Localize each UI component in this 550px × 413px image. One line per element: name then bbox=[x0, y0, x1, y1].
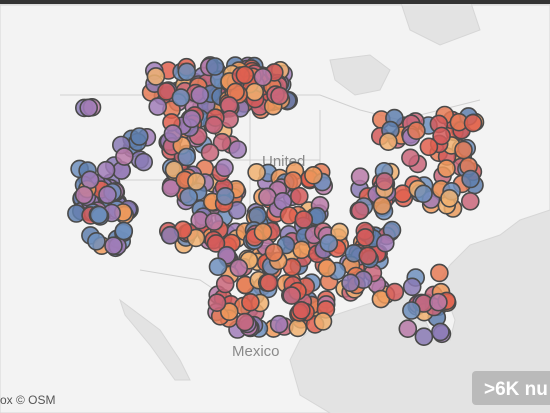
map-marker bbox=[215, 158, 234, 178]
map-marker bbox=[215, 274, 235, 294]
map-marker bbox=[220, 302, 239, 322]
map-marker bbox=[292, 300, 311, 320]
map-marker bbox=[247, 163, 266, 182]
map-marker bbox=[212, 132, 232, 152]
map-marker bbox=[385, 282, 405, 302]
map-marker bbox=[177, 62, 197, 82]
map-marker bbox=[402, 277, 422, 297]
map-marker bbox=[264, 243, 284, 262]
map-marker bbox=[258, 187, 277, 207]
map-marker bbox=[235, 312, 255, 332]
map-marker bbox=[206, 234, 226, 253]
map-marker bbox=[414, 184, 433, 204]
map-marker bbox=[440, 189, 459, 208]
map-marker bbox=[216, 187, 235, 206]
map-marker bbox=[114, 221, 134, 241]
map-marker bbox=[179, 187, 198, 207]
badge-bg bbox=[472, 371, 550, 405]
map-marker bbox=[402, 301, 421, 320]
map-marker bbox=[190, 85, 210, 105]
map-marker bbox=[228, 140, 247, 159]
badge: >6K nu bbox=[484, 379, 548, 400]
map-marker bbox=[414, 327, 434, 347]
map-marker bbox=[407, 121, 426, 140]
lake bbox=[329, 54, 391, 96]
map-marker bbox=[461, 169, 480, 189]
map-marker bbox=[288, 318, 308, 338]
map-marker bbox=[182, 109, 201, 129]
map-marker bbox=[171, 88, 191, 107]
map-marker bbox=[304, 166, 323, 185]
map-marker bbox=[74, 185, 94, 205]
map-marker bbox=[235, 65, 255, 85]
map-marker bbox=[253, 222, 273, 242]
map-marker bbox=[98, 185, 117, 205]
map-marker bbox=[401, 148, 420, 168]
map-marker bbox=[161, 178, 181, 198]
map-marker bbox=[289, 186, 309, 206]
map-marker bbox=[160, 226, 180, 245]
map-marker bbox=[207, 293, 227, 313]
map-marker bbox=[283, 171, 303, 190]
label-mexico: Mexico bbox=[232, 343, 280, 360]
map-marker bbox=[355, 228, 375, 247]
map-marker bbox=[270, 86, 289, 106]
map-marker bbox=[269, 314, 289, 334]
map-marker bbox=[431, 322, 450, 342]
map-marker bbox=[134, 152, 153, 172]
map-marker bbox=[432, 126, 451, 146]
map-marker bbox=[378, 132, 398, 151]
map-marker bbox=[104, 236, 123, 255]
map-marker bbox=[177, 147, 196, 167]
map-marker bbox=[317, 258, 337, 278]
map-marker bbox=[259, 273, 279, 293]
map-marker bbox=[398, 319, 418, 339]
map-marker bbox=[200, 143, 220, 162]
map-marker bbox=[89, 205, 109, 225]
map-marker bbox=[87, 232, 106, 251]
gulf-of-california bbox=[119, 298, 191, 381]
map-marker bbox=[460, 192, 480, 211]
map-marker bbox=[372, 196, 392, 215]
map-marker bbox=[292, 240, 311, 260]
map-marker bbox=[463, 113, 483, 133]
map-marker bbox=[208, 257, 228, 277]
marker-layer bbox=[67, 56, 485, 347]
map-marker bbox=[350, 201, 370, 220]
map-marker bbox=[115, 147, 134, 166]
map-marker bbox=[282, 286, 302, 305]
attribution: ox © OSM bbox=[0, 393, 56, 407]
hudson-bay bbox=[399, 0, 481, 46]
map-marker bbox=[204, 115, 224, 135]
map-marker bbox=[375, 233, 395, 253]
map-marker bbox=[148, 97, 167, 116]
top-border bbox=[0, 0, 550, 4]
map-marker bbox=[358, 246, 378, 266]
map-marker bbox=[163, 124, 183, 143]
map-marker bbox=[454, 140, 473, 160]
map-marker bbox=[437, 159, 456, 178]
map-marker bbox=[146, 67, 166, 86]
map-marker bbox=[429, 292, 448, 312]
map-marker bbox=[294, 210, 314, 229]
map-marker bbox=[229, 258, 249, 278]
map-marker bbox=[130, 127, 149, 146]
map-marker bbox=[375, 172, 394, 191]
map-marker bbox=[430, 263, 449, 283]
map-marker bbox=[96, 160, 116, 180]
map-marker bbox=[253, 67, 273, 87]
map-marker bbox=[313, 312, 333, 331]
map-marker bbox=[187, 172, 206, 191]
map-marker bbox=[204, 212, 224, 231]
map-marker bbox=[241, 292, 260, 312]
map-marker bbox=[350, 167, 370, 186]
map-marker bbox=[341, 273, 360, 293]
map-marker bbox=[319, 233, 339, 253]
map-marker bbox=[79, 98, 98, 118]
map-marker bbox=[419, 137, 439, 157]
map-marker bbox=[205, 57, 225, 76]
